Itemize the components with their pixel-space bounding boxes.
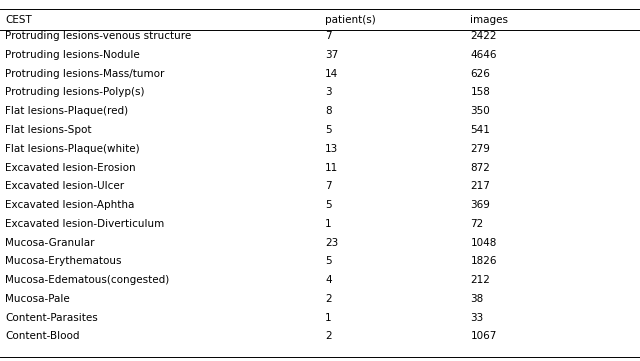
Text: Protruding lesions-Polyp(s): Protruding lesions-Polyp(s) <box>5 87 145 97</box>
Text: 626: 626 <box>470 69 490 79</box>
Text: 4: 4 <box>325 275 332 285</box>
Text: Protruding lesions-Mass/tumor: Protruding lesions-Mass/tumor <box>5 69 164 79</box>
Text: Mucosa-Granular: Mucosa-Granular <box>5 238 95 248</box>
Text: 158: 158 <box>470 87 490 97</box>
Text: Excavated lesion-Erosion: Excavated lesion-Erosion <box>5 162 136 173</box>
Text: Mucosa-Erythematous: Mucosa-Erythematous <box>5 256 122 266</box>
Text: 1826: 1826 <box>470 256 497 266</box>
Text: 217: 217 <box>470 181 490 191</box>
Text: 23: 23 <box>325 238 339 248</box>
Text: 8: 8 <box>325 106 332 116</box>
Text: 7: 7 <box>325 181 332 191</box>
Text: 5: 5 <box>325 200 332 210</box>
Text: 541: 541 <box>470 125 490 135</box>
Text: Mucosa-Edematous(congested): Mucosa-Edematous(congested) <box>5 275 170 285</box>
Text: 33: 33 <box>470 313 484 323</box>
Text: 2: 2 <box>325 331 332 342</box>
Text: 279: 279 <box>470 144 490 154</box>
Text: Excavated lesion-Aphtha: Excavated lesion-Aphtha <box>5 200 134 210</box>
Text: patient(s): patient(s) <box>325 15 376 25</box>
Text: 2: 2 <box>325 294 332 304</box>
Text: 14: 14 <box>325 69 339 79</box>
Text: Content-Parasites: Content-Parasites <box>5 313 98 323</box>
Text: 37: 37 <box>325 50 339 60</box>
Text: Flat lesions-Plaque(white): Flat lesions-Plaque(white) <box>5 144 140 154</box>
Text: Mucosa-Pale: Mucosa-Pale <box>5 294 70 304</box>
Text: Protruding lesions-Nodule: Protruding lesions-Nodule <box>5 50 140 60</box>
Text: 38: 38 <box>470 294 484 304</box>
Text: 1067: 1067 <box>470 331 497 342</box>
Text: 350: 350 <box>470 106 490 116</box>
Text: 212: 212 <box>470 275 490 285</box>
Text: 2422: 2422 <box>470 31 497 41</box>
Text: 1048: 1048 <box>470 238 497 248</box>
Text: 11: 11 <box>325 162 339 173</box>
Text: CEST: CEST <box>5 15 32 25</box>
Text: 369: 369 <box>470 200 490 210</box>
Text: Excavated lesion-Diverticulum: Excavated lesion-Diverticulum <box>5 219 164 229</box>
Text: 3: 3 <box>325 87 332 97</box>
Text: Content-Blood: Content-Blood <box>5 331 79 342</box>
Text: 5: 5 <box>325 125 332 135</box>
Text: Flat lesions-Plaque(red): Flat lesions-Plaque(red) <box>5 106 128 116</box>
Text: Protruding lesions-venous structure: Protruding lesions-venous structure <box>5 31 191 41</box>
Text: 7: 7 <box>325 31 332 41</box>
Text: 1: 1 <box>325 219 332 229</box>
Text: 13: 13 <box>325 144 339 154</box>
Text: Flat lesions-Spot: Flat lesions-Spot <box>5 125 92 135</box>
Text: Excavated lesion-Ulcer: Excavated lesion-Ulcer <box>5 181 124 191</box>
Text: images: images <box>470 15 508 25</box>
Text: 5: 5 <box>325 256 332 266</box>
Text: 72: 72 <box>470 219 484 229</box>
Text: 4646: 4646 <box>470 50 497 60</box>
Text: 1: 1 <box>325 313 332 323</box>
Text: 872: 872 <box>470 162 490 173</box>
